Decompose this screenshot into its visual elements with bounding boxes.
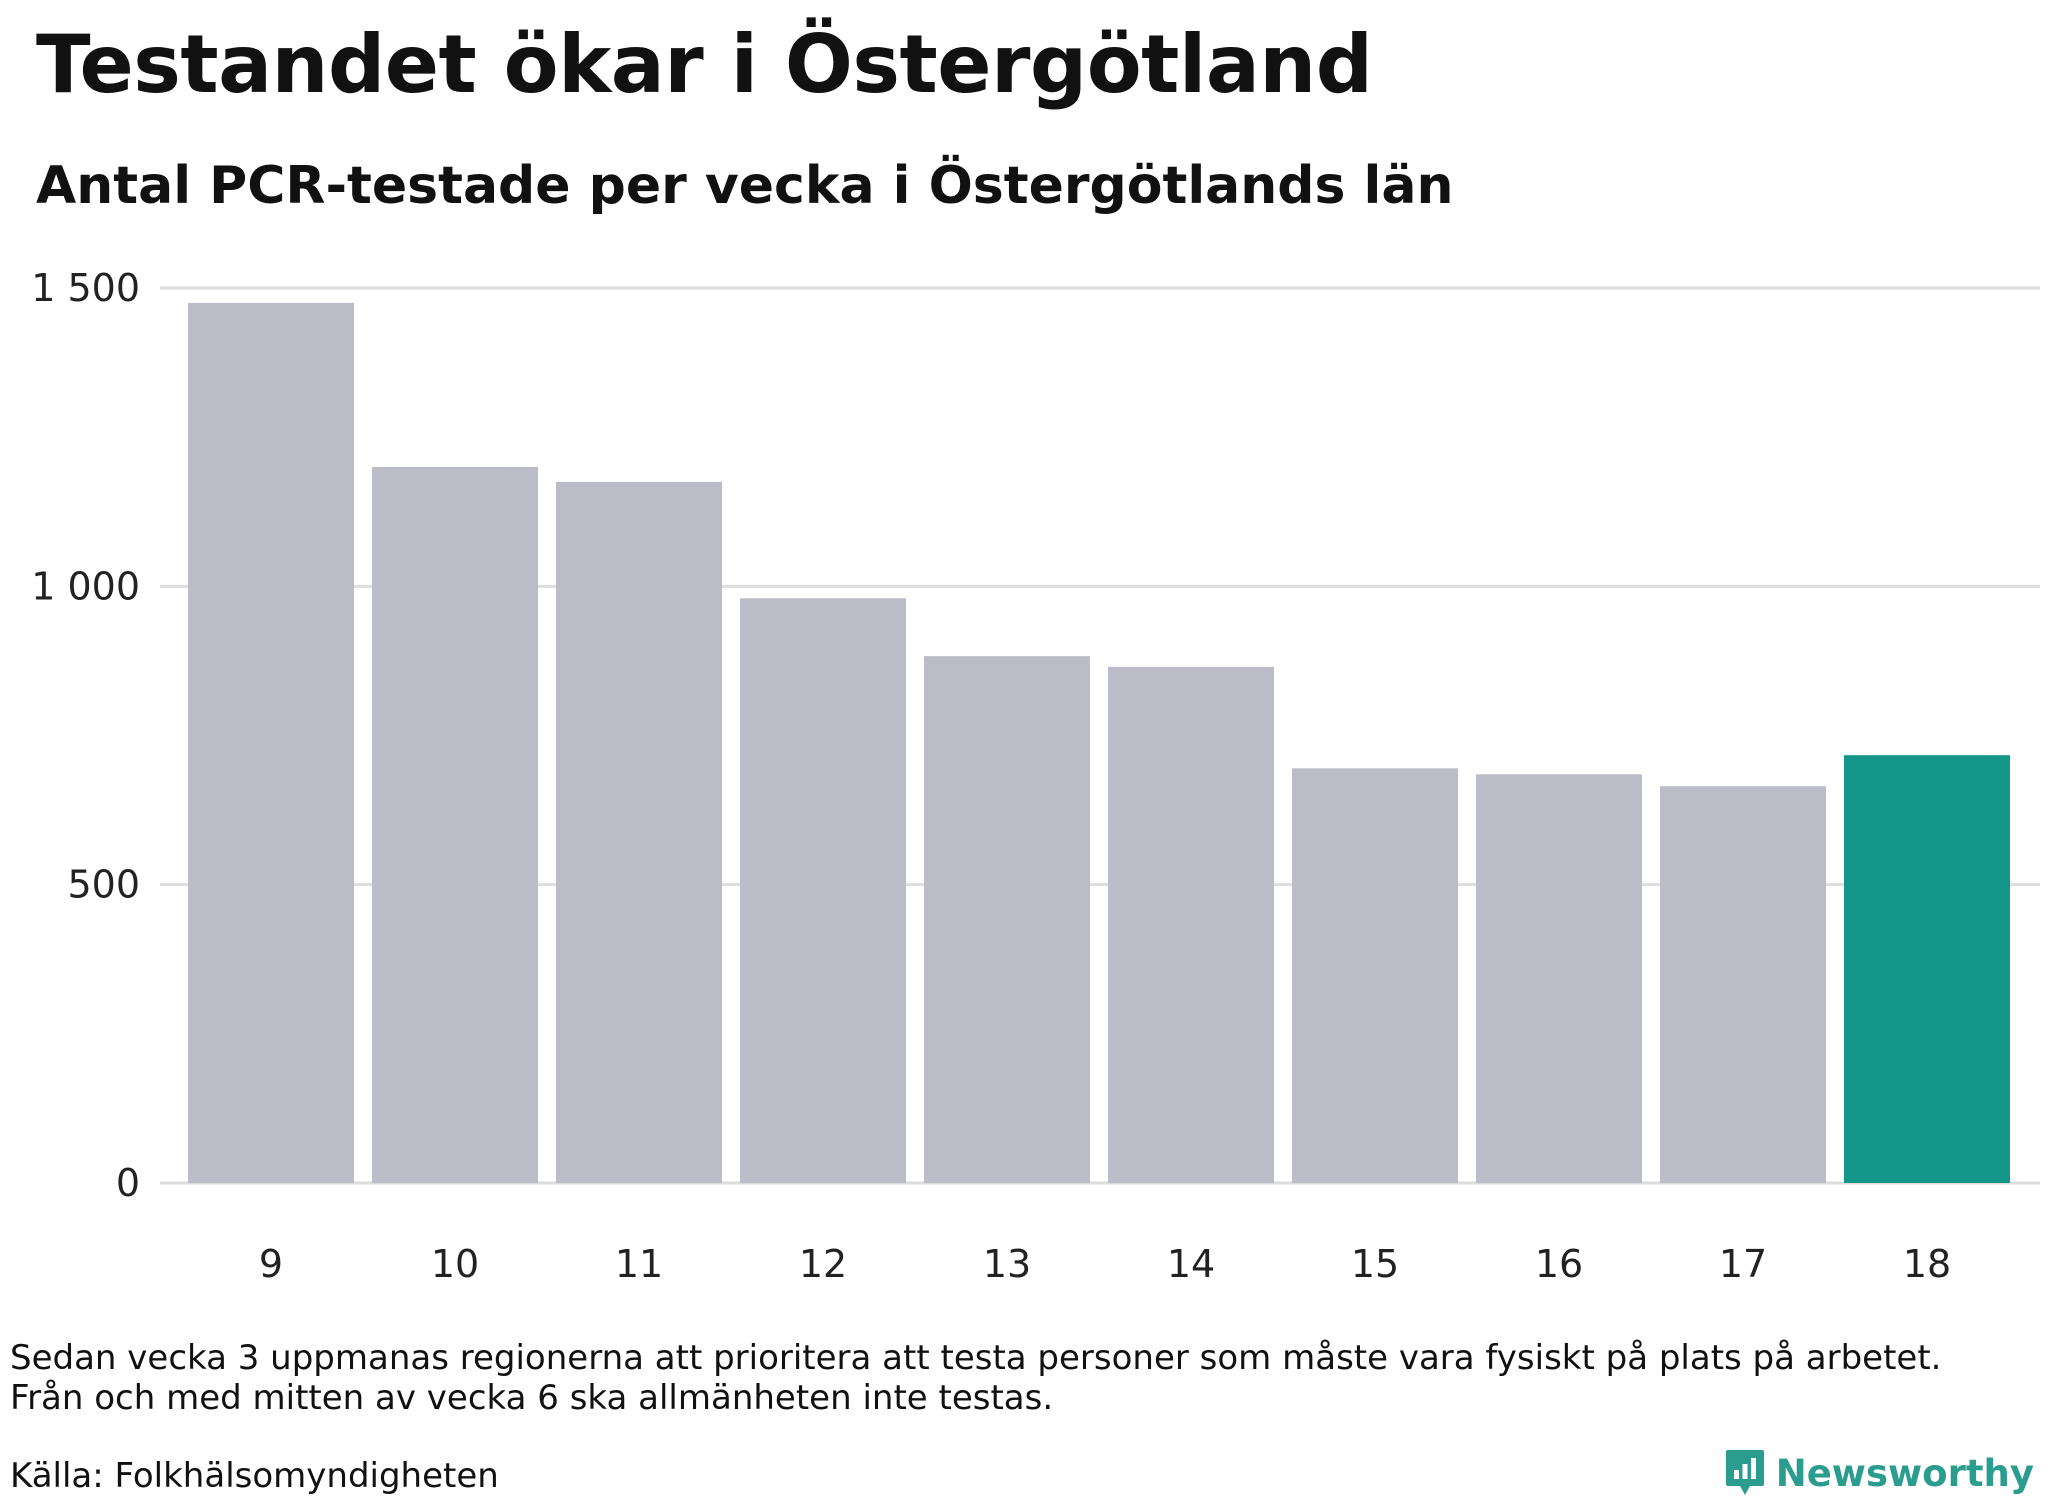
bar-week-18: [1844, 755, 2010, 1183]
x-tick-label: 11: [615, 1242, 663, 1286]
x-tick-label: 15: [1351, 1242, 1399, 1286]
bar-week-13: [924, 656, 1090, 1183]
newsworthy-logo-icon: [1725, 1450, 1764, 1495]
y-tick-label: 0: [116, 1161, 140, 1205]
bar-week-11: [556, 481, 722, 1184]
brand-name: Newsworthy: [1775, 1451, 2034, 1495]
source-text: Källa: Folkhälsomyndigheten: [10, 1456, 499, 1496]
chart-title: Testandet ökar i Östergötland: [36, 18, 1373, 111]
x-tick-label: 9: [259, 1242, 283, 1286]
x-axis-ticks: 9 10 11 12 13 14 15 16 17 18: [259, 1242, 1951, 1286]
note-line-2: Från och med mitten av vecka 6 ska allmä…: [10, 1378, 1054, 1418]
bar-chart: 0 500 1 000 1 500 9 10 11 12 13 14 15 16 17 18: [31, 266, 2040, 1286]
y-axis-ticks: 0 500 1 000 1 500: [31, 266, 140, 1205]
x-tick-label: 10: [431, 1242, 479, 1286]
x-tick-label: 17: [1719, 1242, 1767, 1286]
bar-week-12: [740, 598, 906, 1183]
x-tick-label: 13: [983, 1242, 1031, 1286]
y-tick-label: 1 000: [31, 564, 140, 608]
y-tick-label: 1 500: [31, 266, 140, 310]
bar-week-14: [1108, 666, 1274, 1183]
bar-week-17: [1660, 786, 1826, 1183]
brand-logo: Newsworthy: [1724, 1448, 2034, 1498]
x-tick-label: 12: [799, 1242, 847, 1286]
y-tick-label: 500: [67, 863, 140, 907]
x-tick-label: 16: [1535, 1242, 1583, 1286]
bar-week-10: [372, 467, 538, 1183]
note-line-1: Sedan vecka 3 uppmanas regionerna att pr…: [10, 1338, 1942, 1378]
bars: [188, 302, 2010, 1184]
chart-subtitle: Antal PCR-testade per vecka i Östergötla…: [36, 156, 1454, 216]
bar-week-15: [1292, 768, 1458, 1183]
bar-week-9: [188, 302, 354, 1184]
bar-week-16: [1476, 774, 1642, 1183]
chart-note: Sedan vecka 3 uppmanas regionerna att pr…: [10, 1338, 1941, 1418]
x-tick-label: 18: [1903, 1242, 1951, 1286]
x-tick-label: 14: [1167, 1242, 1215, 1286]
